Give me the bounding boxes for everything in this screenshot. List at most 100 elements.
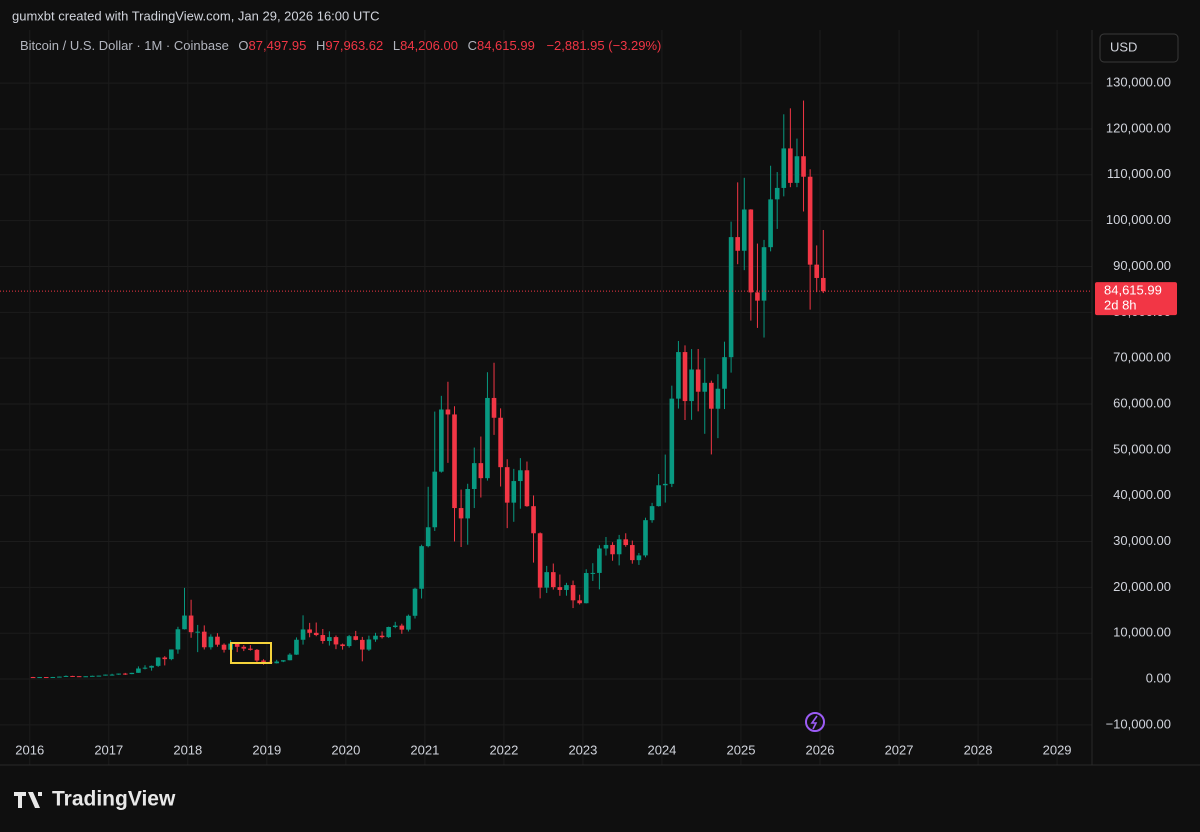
candle-body	[221, 644, 227, 650]
candle-body	[643, 520, 648, 556]
candle-body	[511, 481, 517, 503]
candle-body	[504, 467, 510, 503]
candle-body	[234, 643, 240, 647]
candle-body	[76, 676, 82, 678]
candle-body	[491, 397, 497, 418]
ohlc-key: C	[468, 38, 477, 53]
candle-body	[419, 546, 424, 589]
candle-body	[425, 527, 431, 547]
currency-button[interactable]	[1099, 33, 1179, 63]
candle-body	[452, 414, 457, 509]
candle-body	[537, 533, 543, 588]
y-tick-label: 20,000.00	[1113, 579, 1171, 594]
candle-body	[590, 572, 596, 574]
candle-body	[366, 639, 372, 650]
candle-body	[583, 573, 589, 604]
candle-body	[445, 409, 451, 415]
candle-body	[458, 508, 464, 519]
candle-body	[109, 674, 115, 676]
candle-body	[616, 539, 622, 555]
ohlc-key: O	[238, 38, 248, 53]
candle-body	[346, 636, 352, 647]
y-tick-label: 60,000.00	[1113, 395, 1171, 410]
candle-body	[623, 539, 629, 546]
candle-body	[412, 588, 418, 616]
x-tick-label: 2029	[1043, 742, 1072, 757]
candle-body	[254, 649, 260, 661]
candle-body	[636, 555, 642, 561]
y-tick-label: 130,000.00	[1106, 75, 1171, 90]
ohlc-value: 87,497.95	[249, 38, 307, 53]
ohlc-value: 84,206.00	[400, 38, 458, 53]
candle-body	[768, 199, 773, 248]
grid	[0, 30, 1092, 765]
x-tick-label: 2019	[252, 742, 281, 757]
y-tick-label: 40,000.00	[1113, 487, 1171, 502]
candle-body	[550, 572, 556, 588]
x-tick-label: 2018	[173, 742, 202, 757]
y-tick-label: 110,000.00	[1107, 166, 1171, 181]
symbol: Bitcoin / U.S. Dollar · 1M · Coinbase	[20, 38, 229, 53]
candle-body	[814, 264, 820, 278]
candle-body	[531, 506, 536, 534]
candle-body	[649, 506, 655, 521]
currency[interactable]: USD	[1110, 39, 1137, 54]
candle-body	[37, 677, 42, 679]
candle-body	[379, 635, 385, 638]
candle-body	[471, 463, 477, 489]
candle-body	[169, 649, 174, 660]
candle-body	[478, 463, 484, 479]
icon	[810, 715, 818, 730]
credit: gumxbt created with TradingView.com, Jan…	[12, 8, 380, 23]
candle-body	[439, 409, 444, 472]
candle-body	[761, 247, 767, 301]
candle-body	[656, 485, 661, 507]
candle-body	[327, 637, 332, 641]
x-tick-label: 2027	[885, 742, 914, 757]
candle-body	[544, 572, 550, 588]
candle-body	[498, 417, 503, 468]
candle-body	[682, 352, 688, 402]
candle-body	[241, 646, 247, 649]
candle-body	[188, 615, 194, 633]
candle-body	[662, 483, 668, 486]
candle-body	[340, 644, 345, 647]
candle-body	[300, 629, 306, 640]
y-tick-label: 70,000.00	[1113, 350, 1171, 365]
candle-body	[735, 237, 740, 251]
candle-body	[597, 548, 602, 573]
candle-body	[274, 661, 280, 664]
candle-body	[465, 488, 470, 519]
candle-body	[485, 397, 490, 479]
y-tick-label: 100,000.00	[1106, 212, 1171, 227]
candle-body	[208, 636, 214, 648]
candle-body	[577, 600, 582, 604]
x-tick-label: 2025	[727, 742, 756, 757]
candle-body	[709, 382, 714, 409]
candle-body	[122, 673, 128, 675]
candle-body	[557, 587, 563, 590]
candle-body	[748, 209, 754, 293]
highlight-box	[230, 642, 272, 664]
last-price-box	[1095, 282, 1177, 316]
candle-body	[392, 625, 398, 628]
y-tick-label: 10,000.00	[1113, 625, 1171, 640]
candle-body	[820, 277, 826, 292]
icon[interactable]	[805, 712, 825, 732]
candle-body	[320, 635, 326, 641]
candle-body	[155, 657, 161, 666]
candle-body	[96, 675, 102, 677]
x-tick-label: 2016	[15, 742, 44, 757]
change: −2,881.95 (−3.29%)	[546, 38, 661, 53]
candles	[30, 100, 826, 679]
y-tick-label: −10,000.00	[1106, 716, 1171, 731]
candle-body	[248, 648, 253, 650]
candle-body	[175, 629, 181, 650]
legend: Bitcoin / U.S. Dollar · 1M · Coinbase O8…	[20, 38, 661, 53]
candle-body	[353, 636, 359, 640]
x-tick-label: 2020	[331, 742, 360, 757]
candle-body	[103, 674, 108, 676]
candle-body	[373, 635, 378, 640]
